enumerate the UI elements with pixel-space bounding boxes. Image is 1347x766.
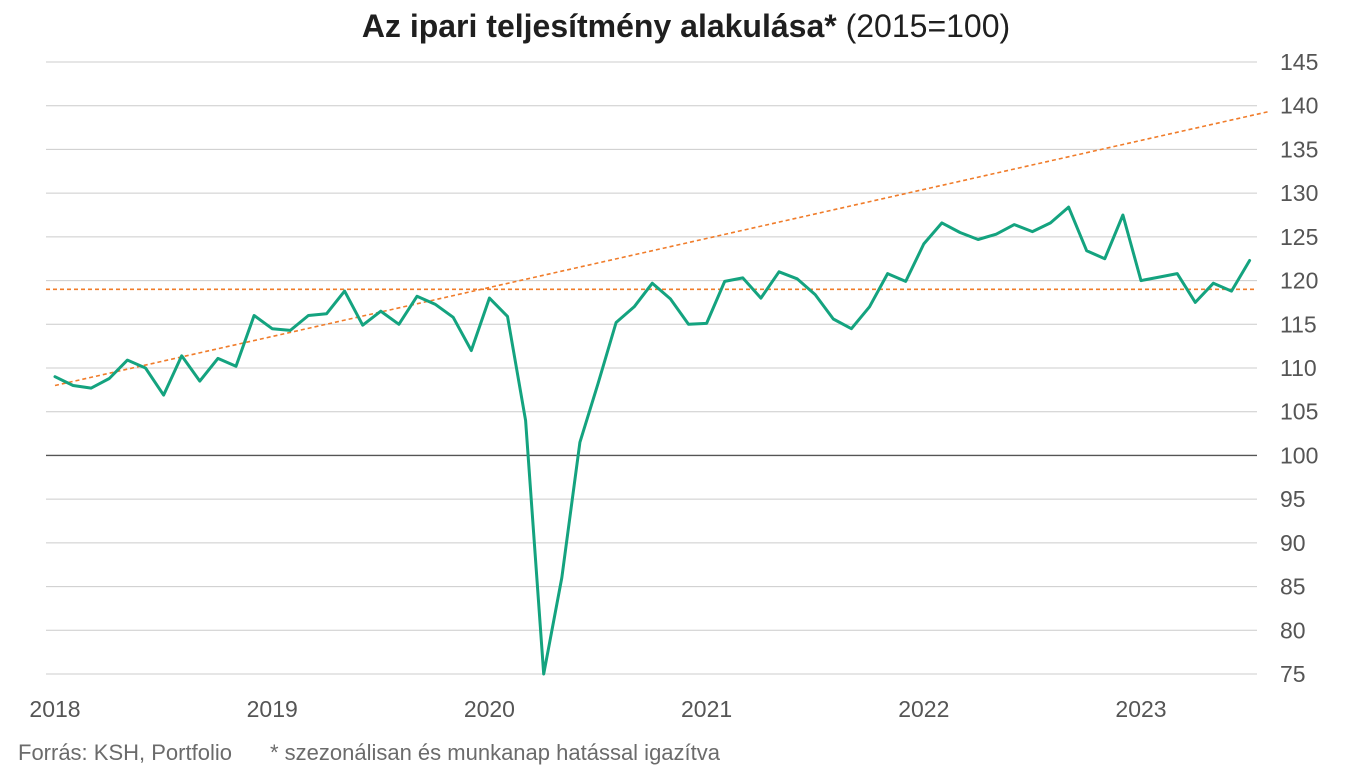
y-axis-ticks: 145 140 135 130 125 120 115 110 105 100 95 90 85 80 75 bbox=[1280, 49, 1318, 687]
adjustment-note: * szezonálisan és munkanap hatással igaz… bbox=[269, 740, 720, 765]
y-tick-label: 140 bbox=[1280, 93, 1318, 119]
x-tick-label: 2022 bbox=[898, 696, 949, 722]
chart-title-main: Az ipari teljesítmény alakulása* bbox=[361, 8, 837, 44]
x-tick-label: 2021 bbox=[681, 696, 732, 722]
y-tick-label: 125 bbox=[1280, 224, 1318, 250]
reference-lines bbox=[46, 111, 1268, 387]
x-axis-ticks: 2018 2019 2020 2021 2022 2023 bbox=[29, 696, 1166, 722]
x-tick-label: 2019 bbox=[247, 696, 298, 722]
y-tick-label: 110 bbox=[1280, 355, 1317, 381]
y-tick-label: 85 bbox=[1280, 574, 1306, 600]
y-tick-label: 100 bbox=[1280, 442, 1318, 468]
y-tick-label: 130 bbox=[1280, 180, 1318, 206]
series-line bbox=[53, 205, 1252, 676]
y-tick-label: 80 bbox=[1280, 617, 1306, 643]
x-tick-label: 2020 bbox=[464, 696, 515, 722]
grid bbox=[46, 61, 1257, 675]
y-tick-label: 145 bbox=[1280, 49, 1318, 75]
x-tick-label: 2018 bbox=[29, 696, 80, 722]
series bbox=[53, 205, 1252, 676]
chart-title: Az ipari teljesítmény alakulása* (2015=1… bbox=[0, 8, 1347, 45]
chart-title-suffix: (2015=100) bbox=[845, 8, 1011, 44]
y-tick-label: 120 bbox=[1280, 268, 1318, 294]
y-tick-label: 105 bbox=[1280, 399, 1318, 425]
y-tick-label: 95 bbox=[1280, 486, 1306, 512]
source-note: Forrás: KSH, Portfolio bbox=[18, 740, 232, 765]
y-tick-label: 135 bbox=[1280, 136, 1318, 162]
footer: Forrás: KSH, Portfolio * szezonálisan és … bbox=[18, 740, 720, 766]
y-tick-label: 75 bbox=[1280, 661, 1306, 687]
y-tick-label: 115 bbox=[1280, 311, 1317, 337]
y-tick-label: 90 bbox=[1280, 530, 1306, 556]
x-tick-label: 2023 bbox=[1115, 696, 1166, 722]
